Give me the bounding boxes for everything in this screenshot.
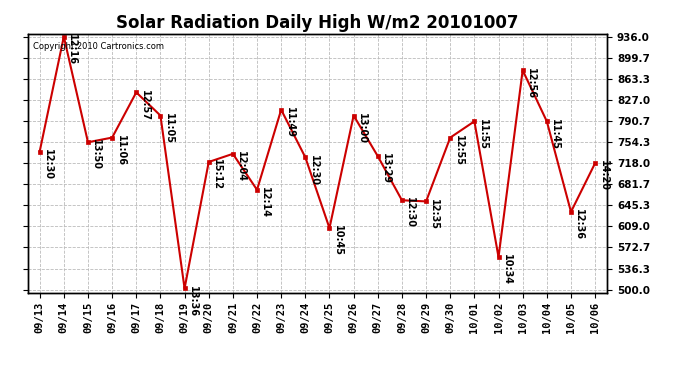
Text: 11:49: 11:49 xyxy=(284,107,295,138)
Text: 10:34: 10:34 xyxy=(502,254,512,285)
Text: 13:36: 13:36 xyxy=(188,286,198,316)
Text: 14:20: 14:20 xyxy=(598,160,609,191)
Text: 12:36: 12:36 xyxy=(574,209,584,240)
Text: 12:30: 12:30 xyxy=(308,154,319,186)
Text: Copyright 2010 Cartronics.com: Copyright 2010 Cartronics.com xyxy=(33,42,164,51)
Text: 12:57: 12:57 xyxy=(139,90,150,121)
Text: 12:30: 12:30 xyxy=(405,198,415,228)
Text: 12:04: 12:04 xyxy=(236,151,246,182)
Text: 12:56: 12:56 xyxy=(526,68,536,99)
Text: 13:29: 13:29 xyxy=(381,153,391,184)
Text: 12:16: 12:16 xyxy=(67,34,77,65)
Text: 12:14: 12:14 xyxy=(260,187,270,218)
Text: 11:05: 11:05 xyxy=(164,113,174,144)
Text: 10:45: 10:45 xyxy=(333,225,343,256)
Text: 11:06: 11:06 xyxy=(115,135,126,166)
Text: 15:12: 15:12 xyxy=(212,159,222,190)
Text: 12:30: 12:30 xyxy=(43,149,53,180)
Text: 13:50: 13:50 xyxy=(91,140,101,171)
Text: 11:55: 11:55 xyxy=(477,118,488,150)
Text: 12:55: 12:55 xyxy=(453,135,464,166)
Title: Solar Radiation Daily High W/m2 20101007: Solar Radiation Daily High W/m2 20101007 xyxy=(116,14,519,32)
Text: 13:00: 13:00 xyxy=(357,113,367,144)
Text: 11:45: 11:45 xyxy=(550,118,560,150)
Text: 12:35: 12:35 xyxy=(429,199,440,230)
